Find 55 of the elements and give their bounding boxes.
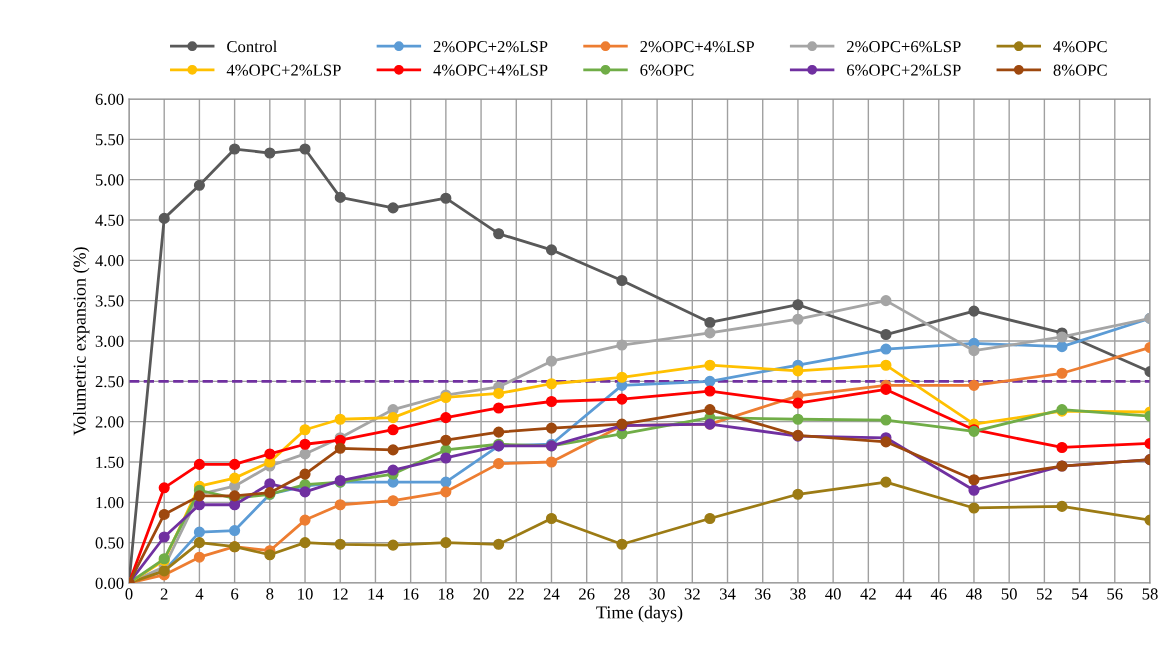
- y-tick-label: 6.00: [95, 93, 124, 106]
- x-tick-label: 6: [231, 588, 239, 600]
- x-tick-label: 26: [579, 588, 595, 600]
- x-tick-label: 22: [508, 588, 524, 600]
- legend-label: 6%OPC: [640, 64, 694, 76]
- legend-label: 6%OPC+2%LSP: [847, 64, 961, 76]
- y-tick-label: 2.00: [95, 416, 124, 428]
- x-tick-label: 0: [125, 588, 133, 600]
- y-tick-label: 1.00: [96, 497, 124, 509]
- x-tick-label: 30: [649, 588, 665, 600]
- y-tick-label: 5.50: [95, 134, 124, 146]
- x-tick-label: 50: [1001, 588, 1017, 600]
- x-tick-label: 44: [895, 588, 912, 600]
- x-tick-label: 2: [160, 588, 168, 600]
- y-tick-label: 4.00: [95, 255, 124, 267]
- y-tick-label: 3.50: [95, 295, 124, 307]
- y-tick-label: 0.50: [95, 537, 124, 549]
- x-tick-label: 52: [1037, 588, 1052, 600]
- x-tick-label: 8: [266, 588, 274, 600]
- x-tick-label: 10: [298, 588, 313, 600]
- legend-label: Control: [227, 40, 277, 53]
- legend-label: 4%OPC+2%LSP: [226, 64, 341, 76]
- y-tick-label: 4.50: [95, 214, 124, 227]
- legend-label: 4%OPC+4%LSP: [433, 64, 548, 76]
- x-tick-label: 28: [614, 588, 630, 600]
- x-tick-label: 56: [1107, 588, 1123, 600]
- x-axis-title: Time (days): [596, 605, 683, 623]
- x-tick-label: 32: [684, 588, 700, 600]
- legend-label: 2%OPC+4%LSP: [640, 40, 754, 53]
- y-tick-label: 2.50: [95, 376, 124, 388]
- y-tick-label: 1.50: [96, 456, 124, 469]
- legend-label: 4%OPC: [1053, 40, 1107, 53]
- legend-label: 2%OPC+2%LSP: [433, 40, 548, 53]
- x-tick-label: 58: [1142, 588, 1158, 600]
- x-tick-label: 42: [860, 588, 876, 600]
- legend-label: 2%OPC+6%LSP: [847, 40, 961, 53]
- x-tick-label: 14: [368, 588, 384, 600]
- legend-label: 8%OPC: [1053, 64, 1107, 76]
- x-tick-label: 38: [790, 588, 806, 600]
- y-axis-title: Volumetric expansion (%): [73, 247, 90, 436]
- x-tick-label: 36: [755, 588, 771, 600]
- x-tick-label: 12: [333, 588, 348, 600]
- x-tick-label: 48: [965, 588, 982, 600]
- x-tick-label: 34: [719, 588, 736, 600]
- y-tick-label: 3.00: [95, 335, 124, 348]
- x-tick-label: 4: [195, 588, 204, 600]
- x-tick-label: 20: [473, 588, 489, 600]
- x-tick-label: 54: [1072, 588, 1088, 600]
- y-tick-label: 0.00: [95, 577, 124, 590]
- x-tick-label: 24: [543, 588, 560, 600]
- x-tick-label: 40: [825, 588, 841, 600]
- x-tick-label: 46: [930, 588, 947, 600]
- y-tick-label: 5.00: [95, 174, 124, 186]
- x-tick-label: 18: [438, 588, 454, 600]
- x-tick-label: 16: [403, 588, 419, 600]
